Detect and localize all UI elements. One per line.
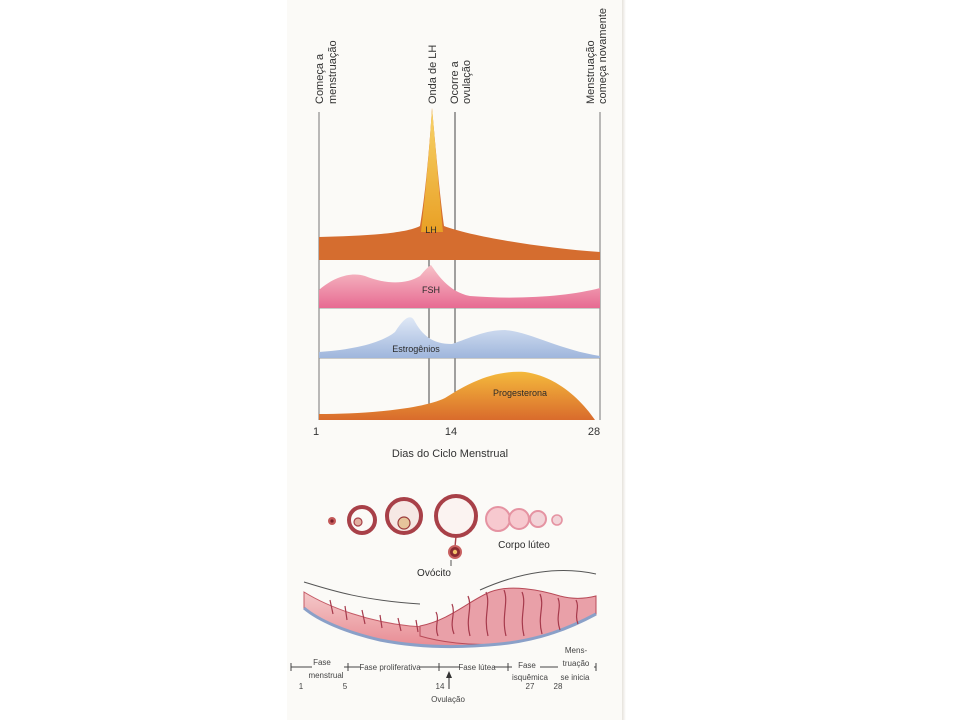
timeline-day-5: 5	[343, 682, 348, 691]
endometrial-glands	[329, 589, 579, 637]
marker-ovulation-line2: ovulação	[461, 60, 473, 104]
timeline-day-28: 28	[554, 682, 563, 691]
day-1-label: 1	[313, 426, 319, 438]
ovary-follicles	[328, 494, 563, 559]
estrogen-curve	[319, 317, 600, 358]
marker-start-line2: menstruação	[327, 40, 339, 104]
page-edge-shadow	[622, 0, 626, 720]
fsh-curve	[319, 265, 600, 308]
marker-restart-line2: começa novamente	[597, 8, 609, 104]
phase-menstrual-line2: menstrual	[308, 671, 343, 680]
axis-title: Dias do Ciclo Menstrual	[392, 448, 508, 460]
uterine-curve	[303, 570, 597, 605]
marker-restart: Menstruação começa novamente	[585, 8, 609, 104]
lh-label: LH	[425, 225, 437, 235]
ovulation-arrow-head	[446, 671, 452, 678]
corpus-albicans	[551, 514, 563, 526]
marker-start-line1: Começa a	[314, 53, 326, 104]
oocyte-label: Ovócito	[417, 568, 451, 579]
marker-restart-line1: Menstruação	[585, 40, 597, 104]
progesterone-curve	[319, 371, 595, 420]
endometrium-thick-layer	[419, 587, 597, 646]
day-14-label: 14	[445, 426, 457, 438]
phase-menstruation-line2: truação	[563, 659, 590, 668]
corpus-luteum	[485, 506, 511, 532]
marker-ovulation: Ocorre a ovulação	[449, 60, 473, 104]
timeline-day-27: 27	[526, 682, 535, 691]
phase-luteal: Fase lútea	[458, 663, 496, 672]
timeline-day-1: 1	[299, 682, 304, 691]
phase-menstruation-line1: Mens-	[565, 646, 588, 655]
marker-ovulation-line1: Ocorre a	[449, 60, 461, 104]
ovulation-label: Ovulação	[431, 695, 465, 704]
timeline-day-14: 14	[436, 682, 445, 691]
phase-ischemic-line2: isquêmica	[512, 673, 549, 682]
myometrium-base	[303, 606, 597, 649]
corpus-luteum	[508, 508, 530, 530]
follicle	[385, 497, 423, 535]
corpus-luteum	[529, 510, 547, 528]
marker-lh-surge: Onda de LH	[427, 45, 439, 104]
phase-menstruation-line3: se inicia	[561, 673, 590, 682]
fsh-label: FSH	[422, 285, 440, 295]
phase-proliferative: Fase proliferativa	[359, 663, 421, 672]
mature-follicle	[434, 494, 478, 538]
day-28-label: 28	[588, 426, 600, 438]
marker-start: Começa a menstruação	[314, 40, 339, 104]
follicle	[347, 505, 377, 535]
progesterone-label: Progesterona	[493, 388, 547, 398]
lh-surge-peak	[421, 108, 443, 232]
phase-ischemic-line1: Fase	[518, 661, 536, 670]
phase-menstrual-line1: Fase	[313, 658, 331, 667]
corpus-luteum-label: Corpo lúteo	[498, 540, 550, 551]
estrogen-label: Estrogênios	[392, 344, 440, 354]
lh-curve	[319, 108, 600, 260]
